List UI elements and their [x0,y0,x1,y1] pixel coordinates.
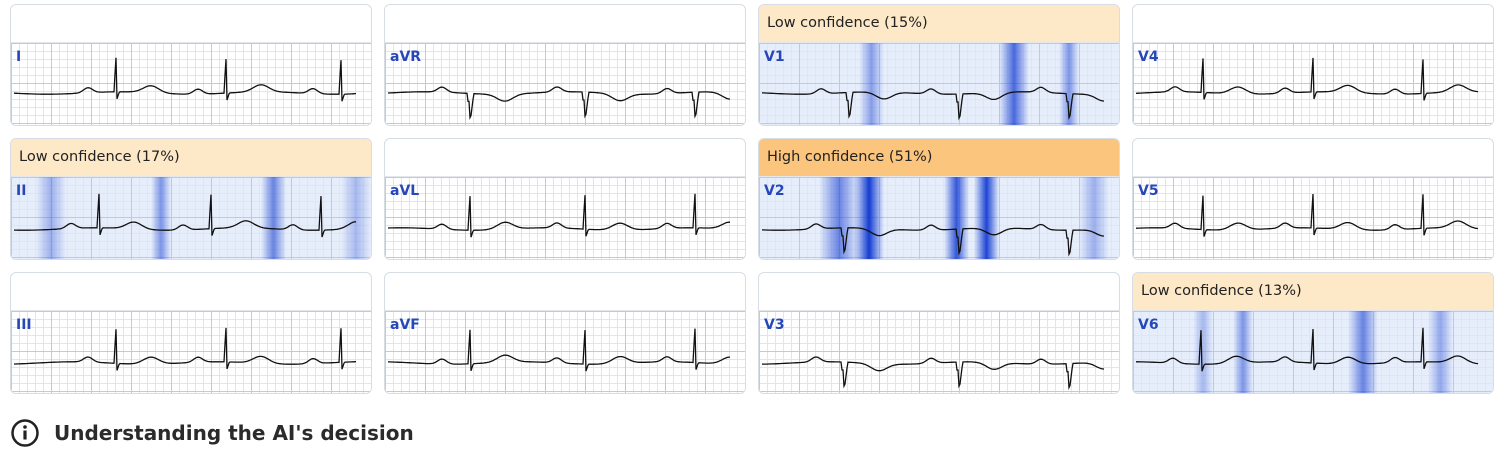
confidence-header: Low confidence (13%) [1133,273,1493,311]
ecg-strip: V3 [759,311,1119,393]
ecg-line [388,86,731,120]
heat-band [36,177,66,259]
ecg-trace [14,57,357,102]
ecg-line [1136,193,1479,237]
heat-band [854,177,884,259]
heat-band [974,177,999,259]
ecg-line [1136,57,1479,101]
confidence-header: High confidence (51%) [759,139,1119,177]
ecg-line [14,57,357,102]
lead-label: aVL [390,183,420,199]
lead-label: V4 [1138,49,1159,65]
ecg-strip: aVL [385,177,745,259]
confidence-header [385,5,745,43]
ecg-strip: II [11,177,371,259]
lead-card: Low confidence (17%) II [10,138,372,260]
ecg-trace [1136,327,1479,372]
confidence-header [1133,139,1493,177]
confidence-header [11,5,371,43]
ecg-line [1136,327,1479,372]
heat-band [999,43,1029,125]
ecg-trace [388,86,731,120]
confidence-header [759,273,1119,311]
ecg-trace [14,327,357,371]
ecg-strip: aVF [385,311,745,393]
info-link[interactable]: Understanding the AI's decision [10,418,414,448]
ecg-trace [14,193,357,238]
ecg-strip: I [11,43,371,125]
confidence-header [385,139,745,177]
lead-card: V4 [1132,4,1494,126]
heat-band [1428,311,1453,393]
lead-label: V6 [1138,317,1159,333]
ecg-line [14,193,357,238]
heat-band [151,177,171,259]
ecg-trace [388,193,730,238]
heat-band [1193,311,1213,393]
confidence-header [11,273,371,311]
ecg-strip: V4 [1133,43,1493,125]
confidence-header: Low confidence (15%) [759,5,1119,43]
ecg-trace [761,356,1104,391]
lead-card: Low confidence (15%) V1 [758,4,1120,126]
lead-card: V3 [758,272,1120,394]
ecg-trace [388,328,730,372]
ecg-strip: aVR [385,43,745,125]
lead-card: aVR [384,4,746,126]
lead-card: I [10,4,372,126]
ecg-line [388,328,730,372]
ecg-line [761,356,1104,391]
heat-band [1079,177,1109,259]
heat-band [1348,311,1378,393]
ecg-line [14,327,357,371]
lead-card: V5 [1132,138,1494,260]
confidence-header [385,273,745,311]
ecg-line [388,193,730,238]
lead-label: aVF [390,317,420,333]
lead-label: V5 [1138,183,1159,199]
heat-band [341,177,371,259]
ecg-strip: V2 [759,177,1119,259]
lead-card: aVL [384,138,746,260]
ecg-line [761,86,1104,121]
ecg-line [762,223,1104,257]
heat-band [819,177,859,259]
confidence-header [1133,5,1493,43]
lead-label: aVR [390,49,422,65]
lead-label: I [16,49,22,65]
heat-band [859,43,884,125]
lead-card: aVF [384,272,746,394]
lead-label: V2 [764,183,785,199]
lead-card: Low confidence (13%) V6 [1132,272,1494,394]
heat-band [261,177,286,259]
heat-band [944,177,969,259]
ecg-trace [1136,193,1479,237]
lead-label: II [16,183,27,199]
ecg-trace [762,223,1104,257]
heat-band [1233,311,1253,393]
lead-card: High confidence (51%) V2 [758,138,1120,260]
ecg-trace [1136,57,1479,101]
ecg-strip: V6 [1133,311,1493,393]
info-text[interactable]: Understanding the AI's decision [54,421,414,445]
lead-label: V1 [764,49,785,65]
info-icon [11,419,39,447]
heat-band [1059,43,1079,125]
ecg-strip: III [11,311,371,393]
lead-label: V3 [764,317,785,333]
lead-grid: I Low confidence (17%) II III aVR aVL aVF Low c… [10,4,1494,394]
confidence-header: Low confidence (17%) [11,139,371,177]
lead-card: III [10,272,372,394]
lead-label: III [16,317,32,333]
ecg-strip: V1 [759,43,1119,125]
ecg-strip: V5 [1133,177,1493,259]
ecg-trace [761,86,1104,121]
